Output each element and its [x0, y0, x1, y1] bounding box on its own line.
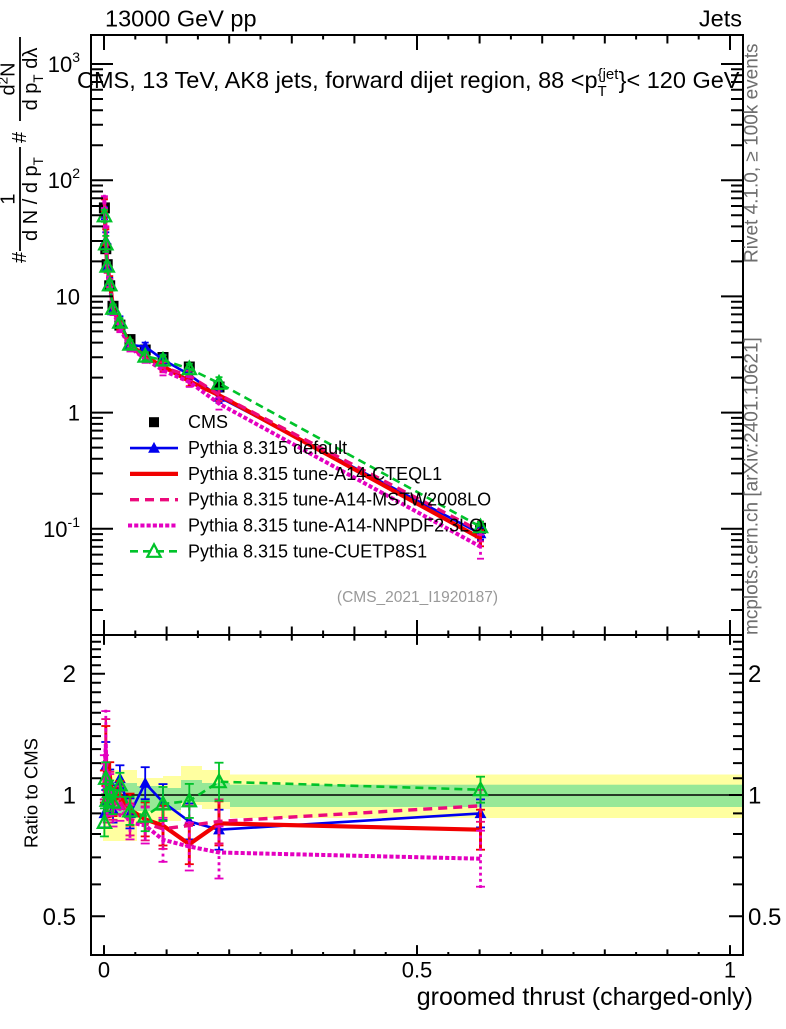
svg-text:1: 1: [68, 401, 80, 426]
svg-text:CMS: CMS: [188, 412, 228, 432]
svg-text:0.5: 0.5: [43, 904, 76, 931]
svg-text:2: 2: [748, 661, 761, 688]
svg-text:d2N: d2N: [0, 62, 20, 95]
svg-text:Pythia 8.315 tune-A14-CTEQL1: Pythia 8.315 tune-A14-CTEQL1: [188, 464, 442, 484]
svg-text:0.5: 0.5: [402, 958, 433, 983]
svg-text:Pythia 8.315 default: Pythia 8.315 default: [188, 438, 347, 458]
svg-text:mcplots.cern.ch [arXiv:2401.10: mcplots.cern.ch [arXiv:2401.10621]: [742, 337, 763, 635]
svg-text:Ratio to CMS: Ratio to CMS: [21, 738, 42, 848]
svg-text:Rivet 4.1.0, ≥ 100k events: Rivet 4.1.0, ≥ 100k events: [742, 43, 763, 263]
svg-text:1: 1: [63, 783, 76, 810]
svg-text:2: 2: [63, 661, 76, 688]
svg-text:Pythia 8.315 tune-A14-NNPDF2.3: Pythia 8.315 tune-A14-NNPDF2.3LO: [188, 516, 483, 536]
svg-text:1: 1: [0, 193, 20, 204]
svg-text:groomed thrust (charged-only): groomed thrust (charged-only): [417, 983, 753, 1011]
svg-text:1: 1: [748, 783, 761, 810]
svg-text:(CMS_2021_I1920187): (CMS_2021_I1920187): [337, 589, 498, 606]
svg-text:#: #: [9, 131, 31, 143]
svg-text:#: #: [9, 251, 31, 263]
svg-text:1: 1: [724, 958, 736, 983]
svg-text:d N / d pT: d N / d pT: [20, 157, 46, 241]
svg-text:0: 0: [98, 958, 110, 983]
svg-text:10: 10: [56, 284, 80, 309]
svg-text:Jets: Jets: [699, 6, 742, 32]
svg-text:0.5: 0.5: [748, 904, 781, 931]
svg-text:Pythia 8.315 tune-A14-MSTW2008: Pythia 8.315 tune-A14-MSTW2008LO: [188, 490, 491, 510]
svg-text:13000 GeV pp: 13000 GeV pp: [105, 6, 257, 32]
svg-text:Pythia 8.315 tune-CUETP8S1: Pythia 8.315 tune-CUETP8S1: [188, 541, 427, 561]
